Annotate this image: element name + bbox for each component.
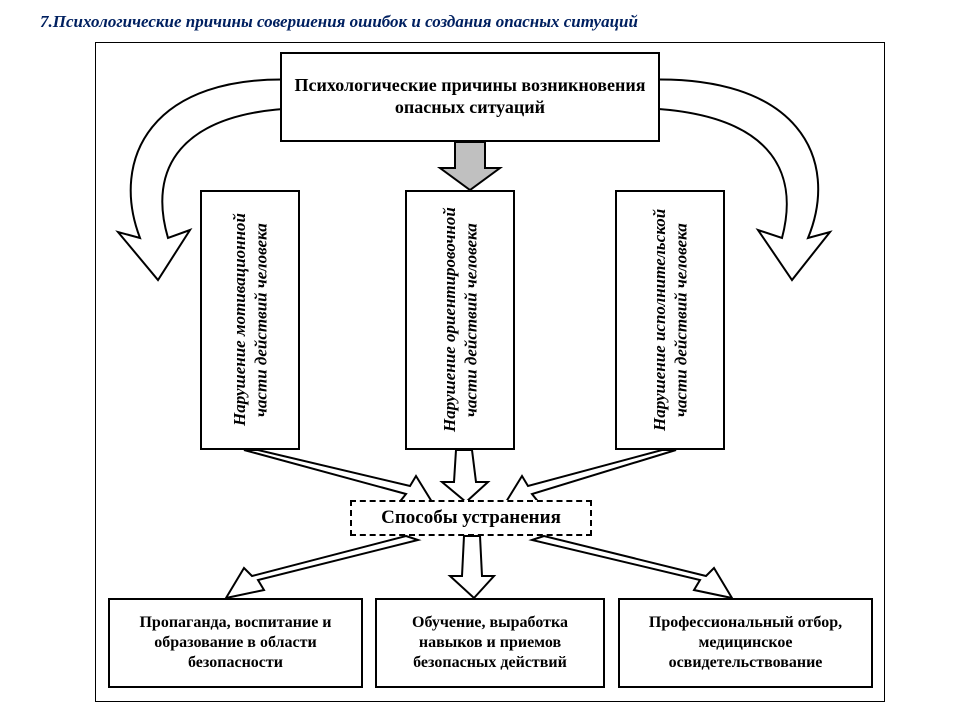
diagram-page: 7.Психологические причины совершения оши… <box>0 0 960 720</box>
solution-box-1: Пропаганда, воспитание и образование в о… <box>108 598 363 688</box>
solution-text-3: Профессиональный отбор, медицинское осви… <box>624 613 867 673</box>
solution-box-2: Обучение, выработка навыков и приемов бе… <box>375 598 605 688</box>
solution-text-2: Обучение, выработка навыков и приемов бе… <box>381 613 599 673</box>
solution-box-3: Профессиональный отбор, медицинское осви… <box>618 598 873 688</box>
solution-text-1: Пропаганда, воспитание и образование в о… <box>114 613 357 673</box>
